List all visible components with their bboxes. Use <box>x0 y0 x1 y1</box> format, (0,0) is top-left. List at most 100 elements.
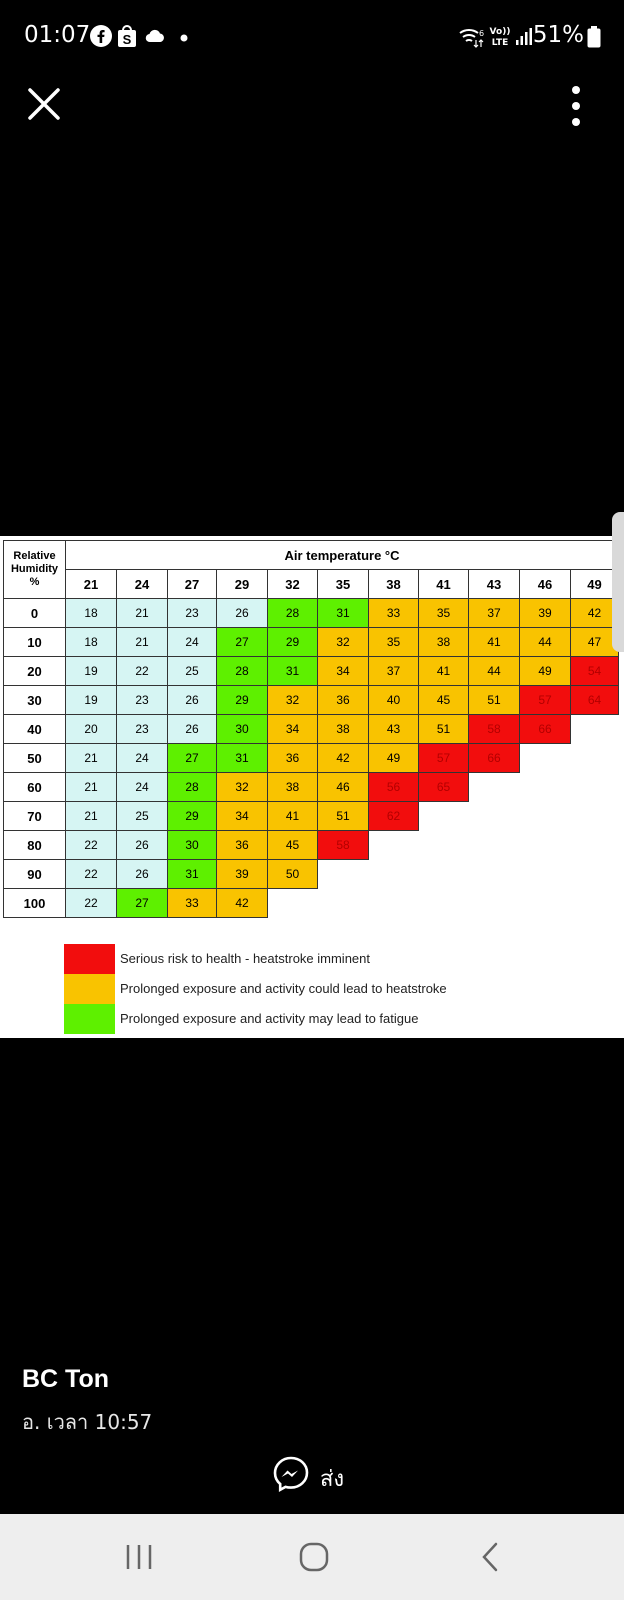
heat-index-cell: 57 <box>519 685 571 715</box>
heat-index-cell: 20 <box>65 714 117 744</box>
legend-label: Prolonged exposure and activity may lead… <box>120 1011 419 1026</box>
empty-cell <box>419 860 469 889</box>
heat-index-cell: 34 <box>216 801 268 831</box>
temperature-header: 27 <box>167 569 217 599</box>
heat-index-cell: 32 <box>267 685 318 715</box>
temperature-header: 24 <box>116 569 168 599</box>
empty-cell <box>571 831 619 860</box>
heat-index-cell: 26 <box>167 714 217 744</box>
heat-index-cell: 22 <box>65 888 117 918</box>
heat-index-cell: 66 <box>519 714 571 744</box>
heat-index-cell: 45 <box>267 830 318 860</box>
temperature-header: 46 <box>519 569 571 599</box>
signal-icon <box>516 28 532 45</box>
humidity-value: 10 <box>3 627 66 657</box>
temperature-header: 41 <box>418 569 469 599</box>
heat-index-cell: 66 <box>468 743 520 773</box>
temperature-header: 35 <box>317 569 369 599</box>
heat-index-cell: 23 <box>116 714 168 744</box>
empty-cell <box>520 831 571 860</box>
send-button[interactable]: ส่ง <box>272 1455 344 1495</box>
heat-index-cell: 24 <box>167 627 217 657</box>
heat-index-cell: 34 <box>317 656 369 686</box>
empty-cell <box>419 831 469 860</box>
temperature-header: 32 <box>267 569 318 599</box>
empty-cell <box>369 889 419 918</box>
empty-cell <box>419 889 469 918</box>
heat-index-cell: 33 <box>368 598 419 628</box>
heat-index-cell: 23 <box>167 598 217 628</box>
heat-index-cell: 29 <box>267 627 318 657</box>
heat-index-cell: 26 <box>116 859 168 889</box>
heat-index-cell: 65 <box>418 772 469 802</box>
heat-index-cell: 33 <box>167 888 217 918</box>
heat-index-cell: 28 <box>167 772 217 802</box>
heat-index-cell: 44 <box>519 627 571 657</box>
empty-cell <box>318 860 369 889</box>
empty-cell <box>268 889 318 918</box>
empty-cell <box>520 889 571 918</box>
humidity-value: 40 <box>3 714 66 744</box>
heat-index-cell: 58 <box>468 714 520 744</box>
wifi-icon: 6 <box>459 29 484 48</box>
heat-index-cell: 32 <box>216 772 268 802</box>
heat-index-cell: 46 <box>317 772 369 802</box>
heat-index-cell: 51 <box>317 801 369 831</box>
humidity-value: 50 <box>3 743 66 773</box>
empty-cell <box>419 802 469 831</box>
heat-index-cell: 21 <box>116 627 168 657</box>
heat-index-cell: 34 <box>267 714 318 744</box>
heat-index-cell: 25 <box>116 801 168 831</box>
heat-index-cell: 23 <box>116 685 168 715</box>
volte-icon: Vo)) LTE <box>490 27 511 47</box>
humidity-header-line: Humidity <box>10 563 59 575</box>
empty-cell <box>571 744 619 773</box>
heat-index-cell: 54 <box>570 656 619 686</box>
heat-index-cell: 29 <box>216 685 268 715</box>
heat-index-cell: 31 <box>216 743 268 773</box>
temperature-header: 29 <box>216 569 268 599</box>
dot-icon <box>180 34 188 42</box>
home-icon[interactable] <box>298 1540 330 1574</box>
heat-index-cell: 25 <box>167 656 217 686</box>
heat-index-cell: 49 <box>368 743 419 773</box>
temperature-header: 43 <box>468 569 520 599</box>
heat-index-cell: 41 <box>267 801 318 831</box>
empty-cell <box>469 889 520 918</box>
heat-index-cell: 28 <box>216 656 268 686</box>
close-icon[interactable] <box>26 86 62 122</box>
heat-index-cell: 32 <box>317 627 369 657</box>
heat-index-cell: 21 <box>65 743 117 773</box>
empty-cell <box>520 860 571 889</box>
table-row: 10 18 21 24 27 29 32 35 38 41 44 47 <box>3 627 619 657</box>
heat-index-cell: 41 <box>468 627 520 657</box>
table-row: 40 20 23 26 30 34 38 43 51 58 66 <box>3 714 619 744</box>
heat-index-cell: 38 <box>418 627 469 657</box>
recent-apps-icon[interactable] <box>124 1540 154 1574</box>
empty-cell <box>369 831 419 860</box>
empty-cell <box>571 773 619 802</box>
heat-index-cell: 19 <box>65 656 117 686</box>
legend-swatch-red <box>64 944 115 974</box>
heat-index-cell: 30 <box>167 830 217 860</box>
heat-index-cell: 43 <box>368 714 419 744</box>
humidity-value: 80 <box>3 830 66 860</box>
messenger-icon <box>273 1456 309 1492</box>
heat-index-cell: 26 <box>216 598 268 628</box>
table-row: 90 22 26 31 39 50 <box>3 859 619 889</box>
empty-cell <box>571 860 619 889</box>
photo-heat-index-chart[interactable]: Relative Humidity% Air temperature °C 21 24 2… <box>0 536 624 1038</box>
heat-index-cell: 22 <box>116 656 168 686</box>
empty-cell <box>571 889 619 918</box>
status-time: 01:07 <box>24 22 91 48</box>
heat-index-cell: 37 <box>368 656 419 686</box>
more-vertical-icon[interactable] <box>566 84 586 128</box>
side-panel-handle[interactable] <box>612 512 624 652</box>
table-row: 0 18 21 23 26 28 31 33 35 37 39 42 <box>3 598 619 628</box>
back-icon[interactable] <box>478 1540 502 1574</box>
table-header-row: Relative Humidity% Air temperature °C <box>3 540 619 599</box>
heat-index-cell: 50 <box>267 859 318 889</box>
heat-index-cell: 38 <box>267 772 318 802</box>
heat-index-cell: 58 <box>317 830 369 860</box>
heat-index-cell: 42 <box>317 743 369 773</box>
